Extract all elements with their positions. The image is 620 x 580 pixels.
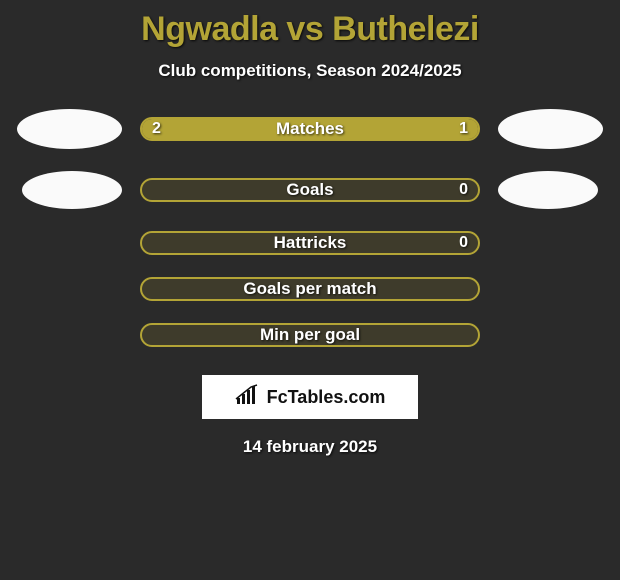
avatar-spacer — [17, 243, 122, 244]
subtitle: Club competitions, Season 2024/2025 — [0, 61, 620, 81]
avatar-spacer — [17, 335, 122, 336]
stat-bar: Goals per match — [140, 277, 480, 301]
avatar-spacer — [498, 335, 603, 336]
date-text: 14 february 2025 — [0, 437, 620, 457]
player-avatar-right — [498, 109, 603, 149]
comparison-card: Ngwadla vs Buthelezi Club competitions, … — [0, 0, 620, 457]
brand-text: FcTables.com — [267, 387, 386, 408]
stat-row: 0Hattricks — [0, 231, 620, 255]
brand-badge[interactable]: FcTables.com — [202, 375, 418, 419]
stat-label: Matches — [142, 119, 478, 139]
player-avatar-left — [17, 109, 122, 149]
stat-row: 0Goals — [0, 171, 620, 209]
stat-label: Goals — [142, 180, 478, 200]
stat-row: 21Matches — [0, 109, 620, 149]
stat-bar: 21Matches — [140, 117, 480, 141]
stat-bar: 0Goals — [140, 178, 480, 202]
stats-list: 21Matches 0Goals 0Hattricks Goals per match… — [0, 109, 620, 347]
stat-label: Hattricks — [142, 233, 478, 253]
avatar-spacer — [498, 243, 603, 244]
stat-label: Min per goal — [142, 325, 478, 345]
player-avatar-left — [22, 171, 122, 209]
page-title: Ngwadla vs Buthelezi — [0, 10, 620, 49]
stat-row: Min per goal — [0, 323, 620, 347]
stat-row: Goals per match — [0, 277, 620, 301]
stat-label: Goals per match — [142, 279, 478, 299]
stat-bar: Min per goal — [140, 323, 480, 347]
stat-bar: 0Hattricks — [140, 231, 480, 255]
avatar-spacer — [498, 289, 603, 290]
chart-bars-icon — [235, 384, 261, 411]
player-avatar-right — [498, 171, 598, 209]
avatar-spacer — [17, 289, 122, 290]
